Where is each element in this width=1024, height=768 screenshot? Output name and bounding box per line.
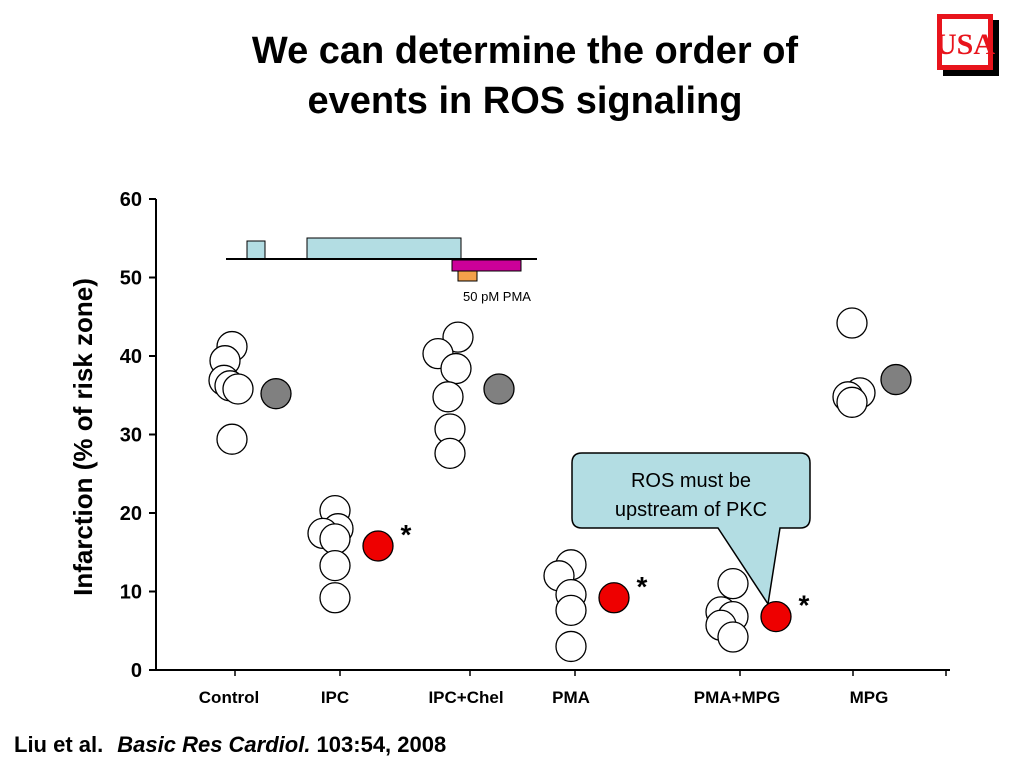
- data-point: [555, 594, 587, 626]
- significance-marker: *: [799, 590, 810, 621]
- y-tick-label: 60: [120, 189, 142, 211]
- slide-title: We can determine the order of events in …: [130, 26, 920, 126]
- mean-point: [880, 363, 912, 396]
- data-point: [555, 630, 587, 663]
- protocol-short-box: [246, 240, 266, 260]
- data-point: [836, 386, 868, 418]
- axes: 0 10 20 30 40 50 60 Control IPC IPC+Chel PMA PMA+MP…: [120, 189, 950, 707]
- x-tick-label: IPC: [321, 688, 349, 707]
- annotation-callout: ROS must be upstream of PKC: [571, 452, 811, 607]
- callout-line-2: upstream of PKC: [615, 499, 767, 521]
- y-axis-label: Infarction (% of risk zone): [68, 278, 98, 596]
- data-points: * * *: [208, 307, 912, 663]
- x-tick-label: Control: [199, 688, 259, 707]
- y-tick-label: 30: [120, 425, 142, 447]
- x-tick-label: PMA+MPG: [694, 688, 780, 707]
- data-point: [717, 621, 749, 653]
- significance-marker: *: [637, 571, 648, 602]
- data-point: [319, 523, 351, 555]
- y-tick-label: 10: [120, 582, 142, 604]
- x-tick-label: MPG: [850, 688, 889, 707]
- protocol-long-box: [306, 237, 462, 260]
- citation-journal: Basic Res Cardiol.: [117, 732, 311, 757]
- callout-line-1: ROS must be: [631, 470, 751, 492]
- mean-point: [598, 582, 630, 614]
- title-line-2: events in ROS signaling: [307, 80, 743, 122]
- data-point: [216, 423, 248, 455]
- mean-point: [483, 373, 515, 405]
- y-tick-label: 40: [120, 346, 142, 368]
- y-tick-label: 0: [131, 660, 142, 682]
- data-point: [440, 352, 472, 385]
- protocol-inset-label: 50 pM PMA: [463, 289, 531, 304]
- citation: Liu et al. Basic Res Cardiol. 103:54, 200…: [14, 732, 446, 758]
- data-point: [319, 582, 351, 614]
- title-line-1: We can determine the order of: [251, 30, 799, 72]
- usa-logo: USA: [937, 14, 999, 76]
- data-point: [717, 568, 749, 600]
- y-tick-label: 50: [120, 268, 142, 290]
- mean-point: [362, 530, 394, 562]
- citation-authors: Liu et al.: [14, 732, 104, 757]
- protocol-drug-bar: [451, 259, 522, 272]
- data-point: [836, 307, 868, 339]
- svg-text:USA: USA: [937, 28, 995, 61]
- y-tick-label: 20: [120, 503, 142, 525]
- x-tick-label: PMA: [552, 688, 590, 707]
- data-point: [434, 437, 466, 469]
- data-point: [319, 549, 351, 582]
- significance-marker: *: [401, 519, 412, 550]
- protocol-pma-box: [457, 270, 478, 282]
- data-point: [432, 381, 464, 413]
- mean-point: [260, 378, 292, 410]
- data-point: [222, 373, 254, 405]
- protocol-inset: 50 pM PMA: [226, 237, 537, 304]
- citation-reference: 103:54, 2008: [310, 732, 447, 757]
- callout-bubble: [571, 452, 811, 607]
- x-tick-label: IPC+Chel: [428, 688, 503, 707]
- mean-point: [760, 600, 792, 633]
